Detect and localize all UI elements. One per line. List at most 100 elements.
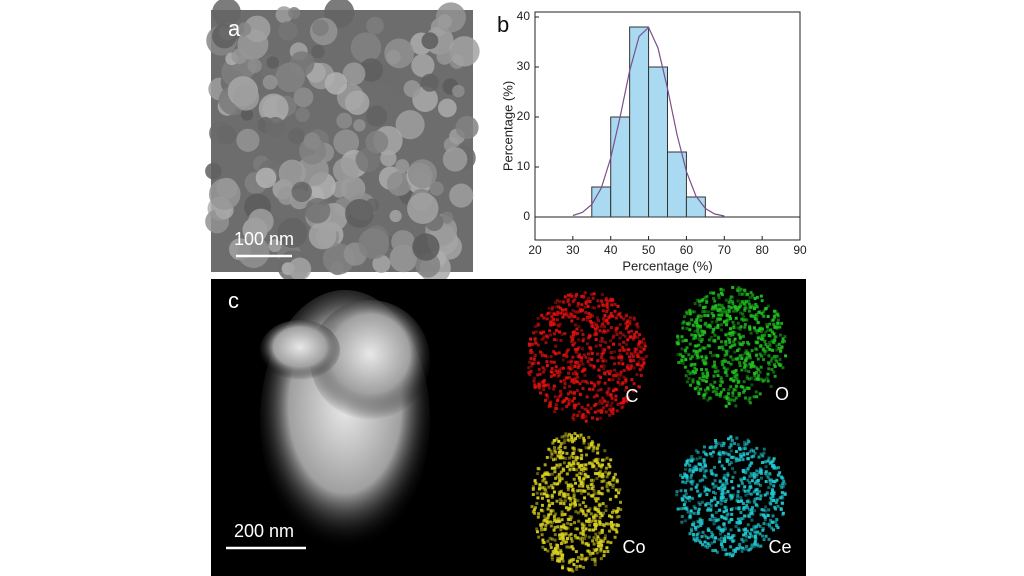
eds-pixel [590, 557, 594, 561]
eds-pixel [732, 371, 736, 375]
eds-pixel [583, 496, 587, 500]
eds-pixel [747, 354, 751, 358]
eds-pixel [579, 481, 583, 485]
eds-pixel [560, 513, 564, 517]
eds-pixel [682, 494, 686, 498]
eds-pixel [730, 554, 734, 558]
eds-pixel [610, 525, 614, 529]
eds-pixel [691, 323, 695, 327]
eds-pixel [675, 493, 679, 497]
eds-pixel [581, 339, 585, 343]
eds-pixel [717, 525, 721, 529]
eds-pixel [560, 311, 564, 315]
eds-pixel [614, 326, 618, 330]
eds-pixel [723, 491, 727, 495]
eds-pixel [691, 378, 695, 382]
eds-pixel [713, 365, 717, 369]
eds-pixel [761, 379, 765, 383]
eds-pixel [774, 312, 778, 316]
eds-pixel [626, 363, 630, 367]
eds-pixel [711, 385, 715, 389]
eds-pixel [572, 396, 576, 400]
eds-pixel [590, 324, 594, 328]
eds-pixel [638, 349, 642, 353]
eds-pixel [710, 454, 714, 458]
eds-pixel [563, 446, 567, 450]
eds-pixel [703, 489, 707, 493]
eds-pixel [607, 378, 611, 382]
eds-pixel [733, 331, 737, 335]
eds-pixel [761, 526, 765, 530]
eds-pixel [541, 479, 545, 483]
eds-pixel [579, 449, 583, 453]
eds-pixel [603, 534, 607, 538]
eds-pixel [567, 371, 571, 375]
eds-pixel [722, 476, 726, 480]
eds-pixel [684, 467, 688, 471]
x-tick-label: 60 [680, 243, 694, 257]
eds-pixel [573, 364, 577, 368]
eds-pixel [563, 495, 567, 499]
eds-pixel [576, 317, 580, 321]
eds-pixel [751, 449, 755, 453]
particle [277, 186, 296, 205]
eds-pixel [770, 367, 774, 371]
particle [403, 80, 421, 98]
eds-pixel [595, 477, 599, 481]
eds-pixel [575, 527, 579, 531]
eds-pixel [564, 527, 568, 531]
eds-pixel [719, 543, 723, 547]
eds-pixel [627, 330, 631, 334]
eds-pixel [762, 314, 766, 318]
eds-pixel [533, 383, 537, 387]
eds-pixel [578, 503, 582, 507]
eds-pixel [781, 482, 785, 486]
eds-pixel [619, 315, 623, 319]
eds-pixel [606, 299, 610, 303]
eds-pixel [561, 566, 565, 570]
eds-pixel [760, 354, 764, 358]
eds-pixel [558, 463, 562, 467]
eds-pixel [701, 310, 705, 314]
eds-pixel [567, 315, 571, 319]
eds-pixel [725, 482, 729, 486]
eds-pixel [632, 316, 636, 320]
eds-pixel [752, 525, 756, 529]
eds-pixel [584, 474, 588, 478]
eds-pixel [744, 538, 748, 542]
eds-pixel [741, 469, 745, 473]
eds-pixel [574, 362, 578, 366]
eds-pixel [613, 302, 617, 306]
eds-pixel [640, 350, 644, 354]
eds-pixel [583, 475, 587, 479]
eds-pixel [538, 372, 542, 376]
eds-pixel [709, 504, 713, 508]
eds-pixel [693, 539, 697, 543]
eds-pixel [707, 507, 711, 511]
eds-pixel [601, 539, 605, 543]
eds-pixel [570, 559, 574, 563]
eds-pixel [764, 470, 768, 474]
eds-pixel [757, 482, 761, 486]
eds-pixel [780, 346, 784, 350]
eds-pixel [573, 341, 577, 345]
eds-pixel [615, 327, 619, 331]
eds-pixel [576, 536, 580, 540]
eds-pixel [715, 443, 719, 447]
eds-pixel [753, 530, 757, 534]
eds-pixel [579, 309, 583, 313]
eds-pixel [583, 536, 587, 540]
eds-pixel [570, 340, 574, 344]
particle [297, 154, 329, 186]
eds-pixel [729, 295, 733, 299]
eds-pixel [566, 392, 570, 396]
eds-pixel [573, 370, 577, 374]
eds-pixel [574, 332, 578, 336]
eds-pixel [545, 393, 549, 397]
eds-pixel [606, 393, 610, 397]
eds-pixel [609, 409, 613, 413]
eds-pixel [573, 390, 577, 394]
eds-pixel [617, 377, 621, 381]
eds-pixel [698, 456, 702, 460]
eds-pixel [676, 341, 680, 345]
